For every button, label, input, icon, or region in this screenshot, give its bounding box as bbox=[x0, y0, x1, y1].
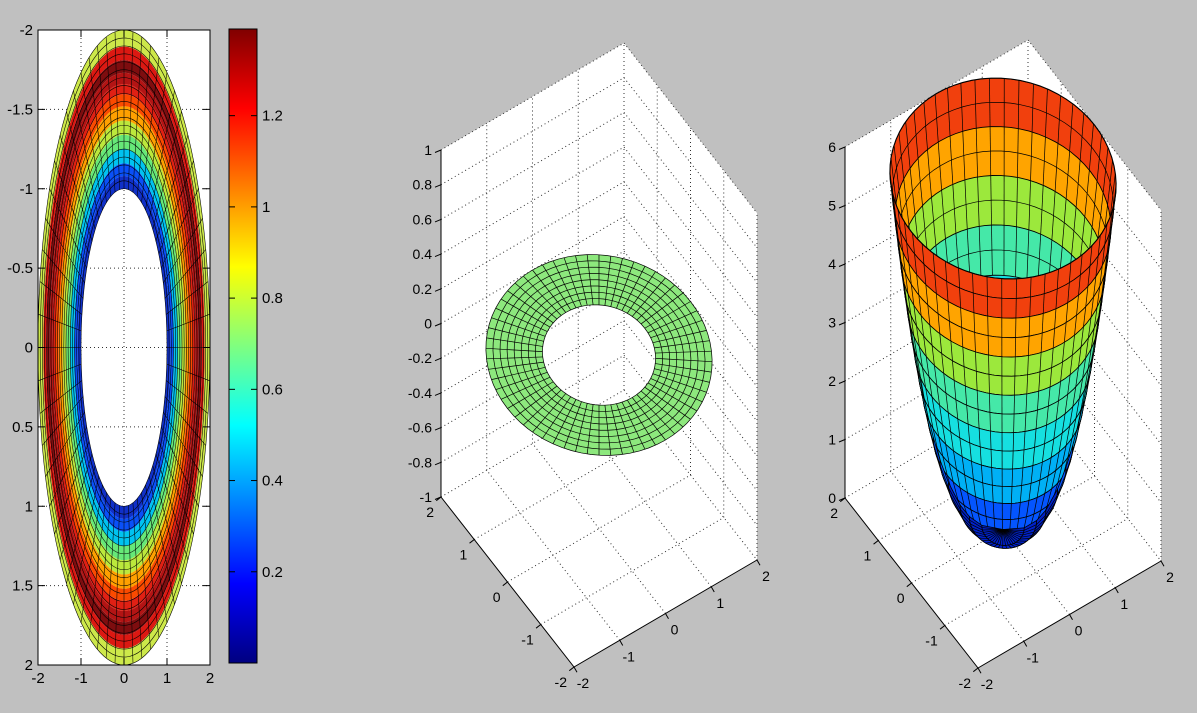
axis-tick-label: 2 bbox=[830, 505, 838, 521]
axis-tick-label: 0 bbox=[424, 316, 432, 332]
axis-tick-label: -2 bbox=[555, 674, 568, 690]
colorbar-gradient bbox=[228, 28, 258, 664]
right-paraboloid-3d-plot: 0 1 2 3 4 5 6 2 1 0 -1 -2 -2 -1 0 1 2 bbox=[828, 39, 1174, 692]
axis-tick-label: -2 bbox=[981, 676, 994, 692]
colorbar: 0.2 0.4 0.6 0.8 1 1.2 bbox=[228, 28, 283, 664]
tick-marks bbox=[37, 29, 211, 666]
axis-tick-labels: -2 -1 0 1 2-2-1.5-1-0.500.511.52 bbox=[7, 22, 214, 687]
annulus-color-bands bbox=[38, 29, 210, 665]
axis-tick-label: 0.5 bbox=[12, 419, 33, 436]
axis-tick-label: 4 bbox=[828, 256, 836, 272]
axis-tick-label: 2 bbox=[1166, 569, 1174, 585]
axis-tick-label: 1 bbox=[1120, 596, 1128, 612]
colorbar-ticks bbox=[229, 115, 257, 573]
axis-tick-label: -1 bbox=[1027, 649, 1040, 665]
annulus-surface bbox=[485, 254, 713, 456]
axis-tick-label: -0.8 bbox=[408, 454, 432, 470]
axis-tick-label: 1 bbox=[828, 432, 836, 448]
axis-tick-label: -1 bbox=[20, 181, 33, 198]
left-annulus-plot: -2 -1 0 1 2-2-1.5-1-0.500.511.52 bbox=[7, 22, 214, 687]
axis-tick-label: 0.2 bbox=[413, 281, 433, 297]
axis-tick-label: -1 bbox=[925, 633, 938, 649]
axis-tick-label: 0 bbox=[671, 622, 679, 638]
axis-tick-label: 0 bbox=[493, 589, 501, 605]
axis-tick-label: -2 bbox=[20, 22, 33, 39]
axis-tick-label: 0.2 bbox=[262, 564, 283, 581]
axis-tick-label: 1.2 bbox=[262, 108, 283, 125]
axis-tick-label: 1 bbox=[863, 548, 871, 564]
axis-tick-label: 0 bbox=[25, 340, 33, 357]
tick-marks bbox=[838, 146, 1165, 674]
axis-tick-label: -1 bbox=[623, 648, 636, 664]
colorbar-tick-labels: 0.2 0.4 0.6 0.8 1 1.2 bbox=[262, 108, 283, 581]
axis-tick-label: -0.5 bbox=[7, 260, 33, 277]
axis-tick-labels: 0 1 2 3 4 5 6 2 1 0 -1 -2 -2 -1 0 1 2 bbox=[828, 139, 1174, 692]
axis-tick-label: -1 bbox=[521, 632, 534, 648]
cup-outer-wall bbox=[889, 171, 1117, 549]
middle-annulus-3d-plot: -1-0.8-0.6-0.4-0.200.20.40.60.81210-1-2-… bbox=[408, 42, 770, 691]
axis-tick-label: -0.2 bbox=[408, 350, 432, 366]
axes-box-background bbox=[441, 43, 757, 667]
axis-tick-label: 0.4 bbox=[413, 246, 433, 262]
axis-tick-labels: -1-0.8-0.6-0.4-0.200.20.40.60.81210-1-2-… bbox=[408, 142, 770, 691]
cup-rim-outline bbox=[889, 77, 1117, 280]
axis-tick-label: 1 bbox=[424, 142, 432, 158]
axis-tick-label: 0 bbox=[120, 670, 128, 687]
axis-tick-label: 2 bbox=[25, 657, 33, 674]
axis-tick-label: 2 bbox=[762, 568, 770, 584]
axis-tick-label: 1.5 bbox=[12, 578, 33, 595]
axis-tick-label: 2 bbox=[828, 373, 836, 389]
axis-tick-label: -2 bbox=[577, 675, 590, 691]
axis-tick-label: 0 bbox=[1075, 623, 1083, 639]
axis-tick-label: 3 bbox=[828, 315, 836, 331]
axis-tick-label: 0 bbox=[897, 590, 905, 606]
axis-tick-label: 1 bbox=[25, 498, 33, 515]
axis-tick-label: 1 bbox=[459, 547, 467, 563]
axis-tick-label: 0.8 bbox=[262, 290, 283, 307]
axis-tick-label: 0.4 bbox=[262, 473, 283, 490]
annulus-mesh bbox=[485, 254, 713, 456]
axis-tick-label: 0.6 bbox=[413, 211, 433, 227]
tick-marks bbox=[434, 149, 761, 673]
axis-tick-label: -1.5 bbox=[7, 101, 33, 118]
axis-tick-label: -1 bbox=[74, 670, 87, 687]
axis-tick-label: -2 bbox=[959, 675, 972, 691]
axis-tick-label: 0.6 bbox=[262, 381, 283, 398]
axis-tick-label: 1 bbox=[716, 595, 724, 611]
axis-tick-label: 2 bbox=[206, 670, 214, 687]
axis-tick-label: 1 bbox=[262, 199, 270, 216]
axis-tick-label: 5 bbox=[828, 198, 836, 214]
axis-tick-label: 0.8 bbox=[413, 177, 433, 193]
axis-tick-label: 2 bbox=[426, 504, 434, 520]
axis-tick-label: -1 bbox=[420, 489, 433, 505]
axis-tick-label: -0.4 bbox=[408, 385, 432, 401]
axis-tick-label: 6 bbox=[828, 139, 836, 155]
axis-tick-label: 1 bbox=[163, 670, 171, 687]
axis-tick-label: -2 bbox=[31, 670, 44, 687]
axis-tick-label: -0.6 bbox=[408, 420, 432, 436]
axis-tick-label: 0 bbox=[828, 490, 836, 506]
